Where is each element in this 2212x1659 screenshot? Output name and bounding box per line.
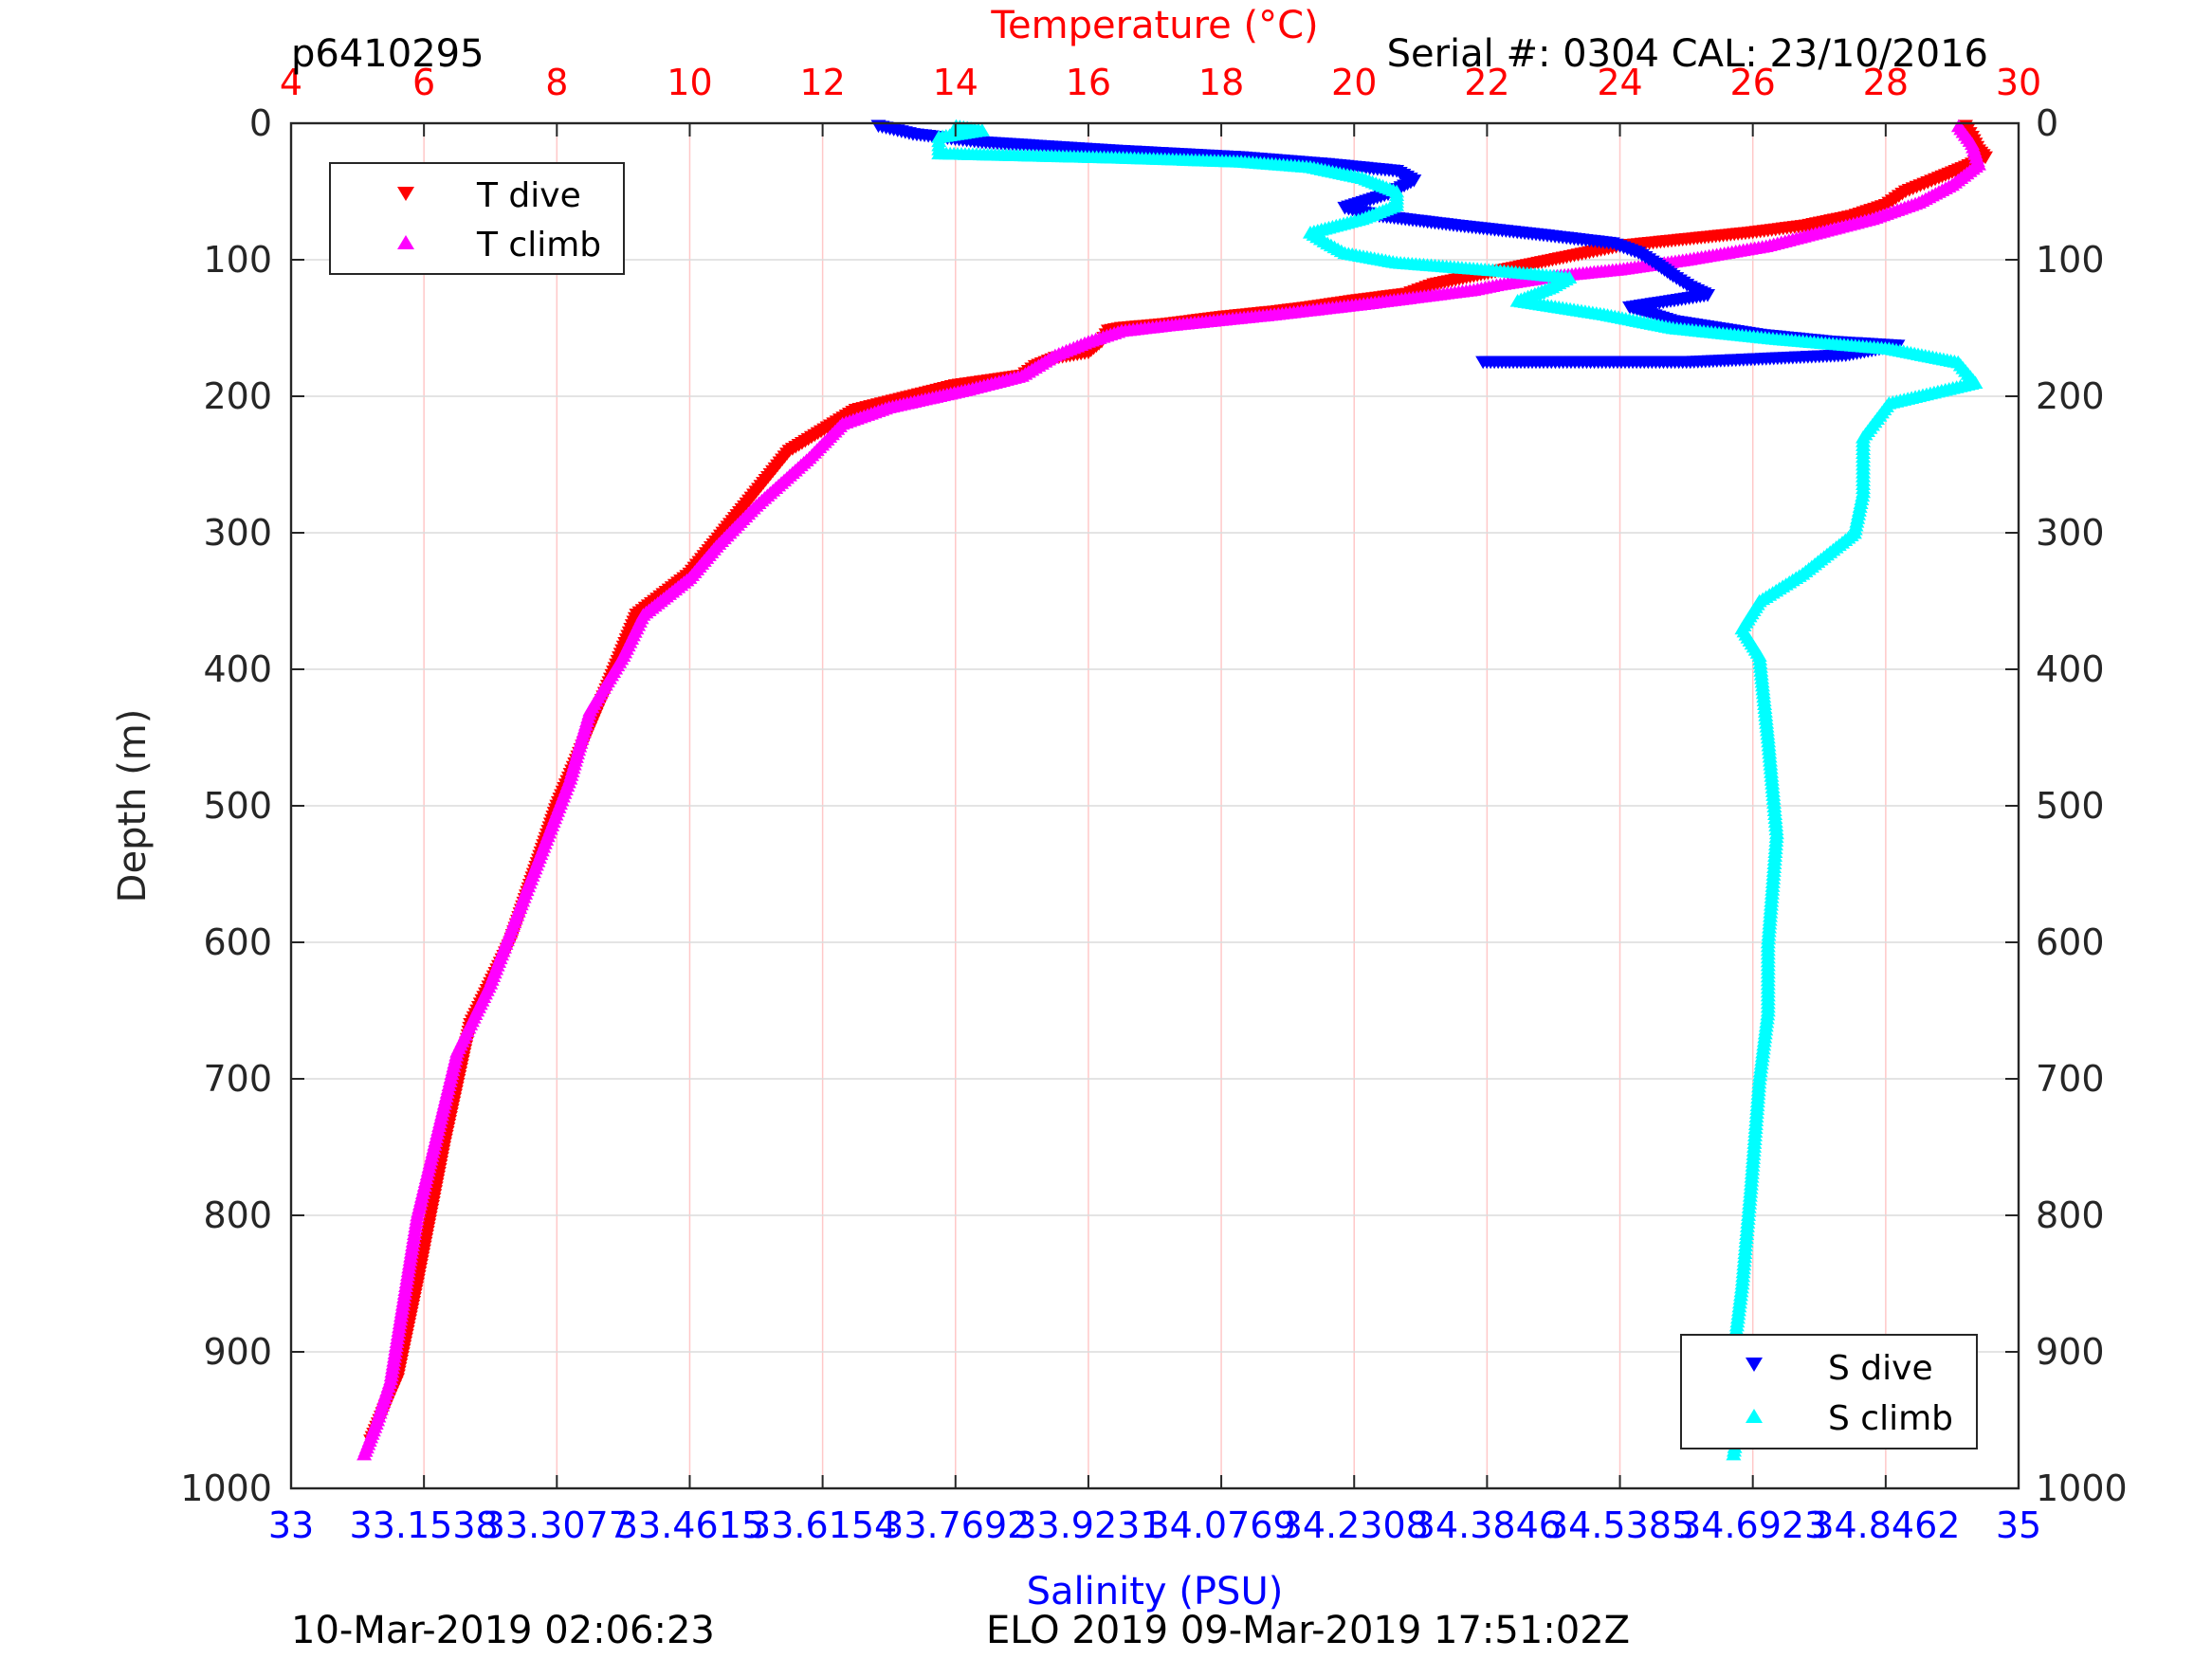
depth-tick-label-right: 500 [2036,785,2105,827]
depth-tick-label-right: 100 [2036,239,2105,281]
depth-tick-label-right: 800 [2036,1194,2105,1236]
salinity-tick-label: 34.3846 [1413,1504,1562,1546]
depth-tick-label-right: 0 [2036,102,2058,144]
depth-tick-label-right: 600 [2036,921,2105,963]
data-point-s_climb [1726,1447,1742,1461]
salinity-tick-label: 33.3077 [483,1504,631,1546]
legend-t-dive-label: T dive [476,176,581,215]
glider-id-label: p6410295 [291,32,484,76]
footer-mission-label: ELO 2019 09-Mar-2019 17:51:02Z [986,1609,1630,1652]
temperature-legend-box [329,162,625,275]
depth-tick-label-right: 1000 [2036,1468,2128,1509]
salinity-tick-label: 35 [1996,1504,2041,1546]
legend-s-dive-marker [1746,1358,1763,1372]
serial-calibration-label: Serial #: 0304 CAL: 23/10/2016 [1387,32,1988,76]
salinity-tick-label: 33.9231 [1014,1504,1162,1546]
salinity-tick-label: 34.0769 [1146,1504,1295,1546]
salinity-tick-label: 33.6154 [748,1504,897,1546]
data-point-t_climb [356,1447,373,1461]
depth-tick-label-left: 900 [203,1331,272,1373]
depth-tick-label-right: 700 [2036,1058,2105,1100]
salinity-tick-label: 33 [268,1504,314,1546]
temperature-tick-label: 18 [1198,62,1244,103]
depth-tick-label-right: 200 [2036,375,2105,417]
depth-tick-label-left: 200 [203,375,272,417]
temperature-tick-label: 8 [545,62,568,103]
salinity-legend: S dive S climb [1680,1334,1978,1449]
legend-t-climb-marker [397,235,414,249]
salinity-axis-label: Salinity (PSU) [1027,1570,1284,1613]
data-point-s_dive [1475,356,1491,370]
depth-tick-label-left: 0 [249,102,272,144]
temperature-tick-label: 28 [1863,62,1909,103]
salinity-legend-box [1680,1334,1978,1449]
depth-tick-label-left: 100 [203,239,272,281]
depth-axis-label: Depth (m) [111,709,155,903]
temperature-tick-label: 22 [1464,62,1509,103]
temperature-axis-label: Temperature (°C) [990,4,1318,47]
temperature-tick-label: 14 [933,62,978,103]
temperature-tick-label: 26 [1730,62,1776,103]
depth-tick-label-left: 300 [203,512,272,554]
series-s_climb [931,118,1983,1461]
temperature-tick-label: 24 [1597,62,1642,103]
depth-tick-label-left: 1000 [180,1468,272,1509]
data-series [356,118,1993,1461]
salinity-tick-label: 34.2308 [1280,1504,1429,1546]
axes: 4 6 8 10 12 14 16 18 20 22 24 26 28 30 33 33.153833.307… [180,62,2127,1546]
legend-t-dive-marker [397,187,414,201]
salinity-tick-label: 33.4615 [615,1504,764,1546]
depth-tick-label-left: 400 [203,648,272,690]
salinity-tick-label: 34.8462 [1811,1504,1960,1546]
temperature-tick-label: 4 [280,62,302,103]
salinity-tick-label: 34.5385 [1545,1504,1694,1546]
temperature-tick-label: 6 [412,62,435,103]
depth-tick-label-left: 800 [203,1194,272,1236]
series-t_climb [356,118,1986,1461]
footer-timestamp: 10-Mar-2019 02:06:23 [291,1609,715,1652]
temperature-tick-label: 20 [1331,62,1377,103]
temperature-legend: T dive T climb [329,162,625,275]
temperature-tick-label: 30 [1996,62,2041,103]
depth-tick-label-left: 500 [203,785,272,827]
legend-s-dive-label: S dive [1828,1349,1933,1388]
depth-tick-label-right: 400 [2036,648,2105,690]
legend-t-climb-label: T climb [476,226,601,264]
legend-s-climb-label: S climb [1828,1399,1953,1438]
temperature-tick-label: 16 [1066,62,1111,103]
depth-tick-label-right: 300 [2036,512,2105,554]
temperature-tick-label: 12 [799,62,845,103]
salinity-tick-label: 33.1538 [350,1504,499,1546]
salinity-tick-label: 33.7692 [881,1504,1030,1546]
temperature-tick-label: 10 [667,62,712,103]
salinity-tick-label: 34.6923 [1678,1504,1827,1546]
depth-tick-label-left: 600 [203,921,272,963]
depth-tick-label-right: 900 [2036,1331,2105,1373]
legend-s-climb-marker [1746,1409,1763,1423]
depth-tick-label-left: 700 [203,1058,272,1100]
